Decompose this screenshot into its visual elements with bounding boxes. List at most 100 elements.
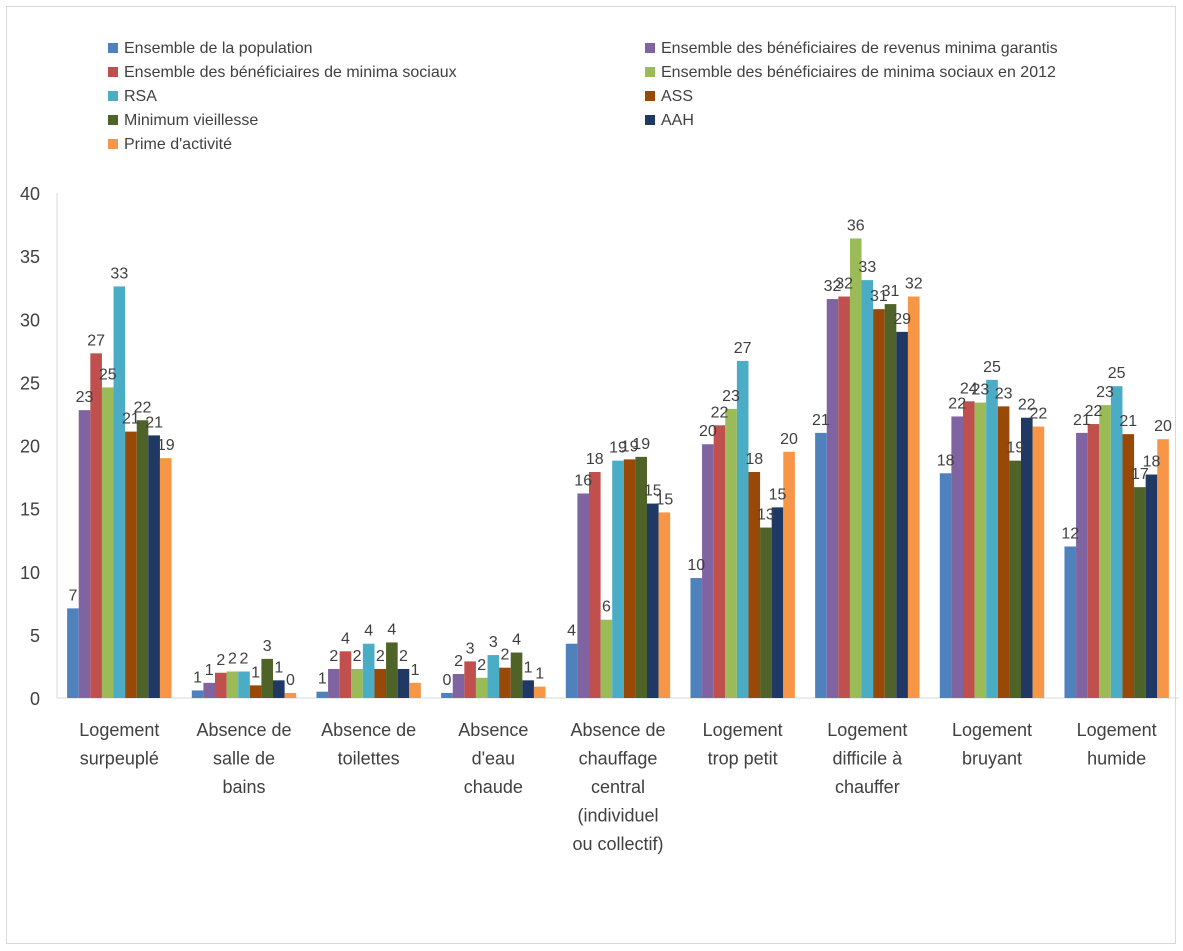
bar <box>249 685 262 698</box>
legend-label: Ensemble des bénéficiaires de minima soc… <box>124 64 457 81</box>
data-label: 22 <box>948 395 966 412</box>
y-tick-label: 0 <box>30 689 40 709</box>
bar <box>475 677 488 698</box>
data-label: 12 <box>1061 526 1079 543</box>
data-label: 0 <box>442 672 451 689</box>
data-label: 33 <box>110 265 128 282</box>
bar <box>136 420 149 698</box>
data-label: 2 <box>353 648 362 665</box>
bar <box>951 416 963 698</box>
data-label: 2 <box>216 652 225 669</box>
data-label: 2 <box>399 648 408 665</box>
bar <box>351 668 363 698</box>
bar <box>397 668 410 698</box>
bar <box>974 402 987 698</box>
bar <box>339 651 352 698</box>
bar <box>748 472 761 698</box>
data-label: 3 <box>263 638 272 655</box>
data-label: 1 <box>411 662 420 679</box>
bar <box>565 643 578 698</box>
legend-label: Minimum vieillesse <box>124 112 258 129</box>
data-label: 21 <box>122 411 140 428</box>
data-label: 2 <box>500 647 509 664</box>
data-label: 36 <box>847 217 865 234</box>
legend-label: RSA <box>124 88 157 105</box>
x-axis: Logement surpeuplé Absence de salle de bains… <box>57 697 1179 854</box>
legend-label: Prime d'activité <box>124 136 232 153</box>
data-label: 32 <box>905 276 923 293</box>
data-label: 0 <box>286 672 295 689</box>
data-label: 6 <box>602 599 611 616</box>
x-tick-label: Logement difficile à chauffer <box>827 720 907 797</box>
bars <box>67 238 1169 698</box>
bar <box>67 608 79 698</box>
bar <box>600 619 613 698</box>
y-tick-label: 30 <box>20 310 40 330</box>
bar <box>826 299 839 698</box>
legend-label: Ensemble de la population <box>124 40 313 57</box>
data-label: 18 <box>586 451 604 468</box>
data-label: 15 <box>656 491 674 508</box>
data-label: 23 <box>722 388 740 405</box>
bar <box>273 680 285 698</box>
bar <box>986 379 998 698</box>
data-label: 22 <box>711 404 729 421</box>
bar <box>713 425 726 698</box>
legend-swatch <box>645 115 655 125</box>
data-label: 2 <box>477 657 486 674</box>
bar <box>113 286 126 698</box>
bar <box>873 309 885 698</box>
bar <box>215 672 227 698</box>
bar <box>510 652 523 698</box>
bar <box>635 456 647 698</box>
bar <box>1145 474 1158 698</box>
data-label: 22 <box>1018 397 1036 414</box>
data-label: 23 <box>972 382 990 399</box>
data-label: 13 <box>757 507 775 524</box>
bar <box>577 493 589 698</box>
data-label: 2 <box>376 648 385 665</box>
bar <box>191 690 204 698</box>
bar <box>1122 434 1135 698</box>
bar <box>386 642 398 698</box>
data-label: 1 <box>535 666 544 683</box>
x-tick-label: Absence d'eau chaude <box>458 720 528 797</box>
data-label: 15 <box>644 483 662 500</box>
bar <box>316 691 329 698</box>
bar <box>589 472 601 698</box>
bar <box>612 460 624 698</box>
data-label: 20 <box>780 431 798 448</box>
bar <box>1087 424 1100 698</box>
bar <box>499 667 511 698</box>
bar <box>148 435 160 698</box>
legend-label: Ensemble des bénéficiaires de revenus mi… <box>661 40 1058 57</box>
data-label: 21 <box>1119 413 1137 430</box>
bar <box>1134 487 1146 698</box>
bar <box>884 304 897 698</box>
data-label: 21 <box>145 414 163 431</box>
bar <box>203 682 215 698</box>
data-label: 18 <box>745 451 763 468</box>
bar <box>1076 432 1088 698</box>
y-tick-label: 35 <box>20 247 40 267</box>
bar <box>690 578 703 698</box>
legend-swatch <box>645 91 655 101</box>
bar <box>725 408 737 698</box>
data-label: 1 <box>524 659 533 676</box>
bar <box>441 692 453 698</box>
data-label: 4 <box>341 630 350 647</box>
y-axis: 0 5 10 15 20 25 30 35 40 <box>20 184 58 709</box>
data-label: 4 <box>387 621 396 638</box>
bar <box>487 655 500 698</box>
bar <box>374 668 387 698</box>
bar <box>1032 426 1045 698</box>
x-tick-label: Logement trop petit <box>703 720 783 769</box>
bar <box>997 406 1010 698</box>
data-label: 2 <box>454 653 463 670</box>
data-label: 20 <box>699 423 717 440</box>
data-label: 10 <box>687 557 705 574</box>
bar <box>623 459 636 698</box>
x-tick-label: Absence de toilettes <box>321 720 416 769</box>
bar <box>464 661 476 698</box>
